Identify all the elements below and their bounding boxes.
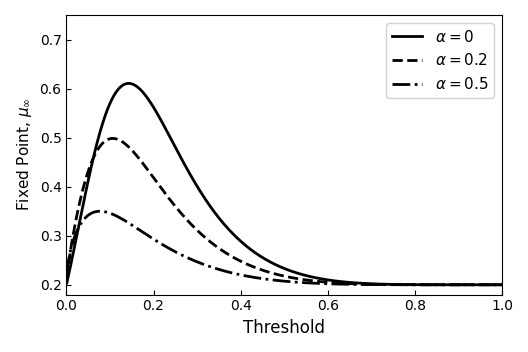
$\alpha = 0$ [486, 283, 493, 287]
$\alpha = 0.2$ [276, 273, 282, 277]
$\alpha = 0$ [126, 81, 132, 86]
$\alpha = 0.5$ [407, 283, 413, 287]
$\alpha = 0.5$ [486, 283, 493, 287]
Line: $\alpha = 0$: $\alpha = 0$ [67, 83, 502, 285]
$\alpha = 0.5$ [276, 278, 282, 283]
$\alpha = 0$ [407, 283, 413, 287]
$\alpha = 0$ [486, 283, 493, 287]
Legend: $\alpha = 0$, $\alpha = 0.2$, $\alpha = 0.5$: $\alpha = 0$, $\alpha = 0.2$, $\alpha = … [386, 23, 494, 98]
$\alpha = 0.2$ [486, 283, 493, 287]
$\alpha = 0.5$ [97, 209, 103, 213]
$\alpha = 0.2$ [64, 276, 70, 281]
Line: $\alpha = 0.2$: $\alpha = 0.2$ [67, 138, 502, 285]
$\alpha = 0.2$ [264, 270, 270, 274]
$\alpha = 0$ [264, 258, 270, 262]
Line: $\alpha = 0.5$: $\alpha = 0.5$ [67, 211, 502, 285]
$\alpha = 0$ [499, 283, 505, 287]
$\alpha = 0.5$ [486, 283, 493, 287]
Y-axis label: Fixed Point, $\mu_\infty$: Fixed Point, $\mu_\infty$ [15, 98, 34, 212]
$\alpha = 0.2$ [499, 283, 505, 287]
$\alpha = 0.2$ [498, 283, 505, 287]
$\alpha = 0.2$ [86, 166, 92, 171]
$\alpha = 0.5$ [498, 283, 505, 287]
$\alpha = 0$ [64, 281, 70, 285]
$\alpha = 0$ [498, 283, 505, 287]
$\alpha = 0.2$ [486, 283, 493, 287]
$\alpha = 0.5$ [499, 283, 505, 287]
$\alpha = 0$ [86, 175, 92, 179]
$\alpha = 0.2$ [407, 283, 413, 287]
$\alpha = 0.5$ [64, 272, 70, 276]
$\alpha = 0.5$ [86, 213, 92, 217]
$\alpha = 0.2$ [110, 136, 116, 140]
$\alpha = 0$ [276, 264, 282, 268]
X-axis label: Threshold: Threshold [243, 319, 325, 337]
$\alpha = 0.5$ [264, 277, 270, 281]
